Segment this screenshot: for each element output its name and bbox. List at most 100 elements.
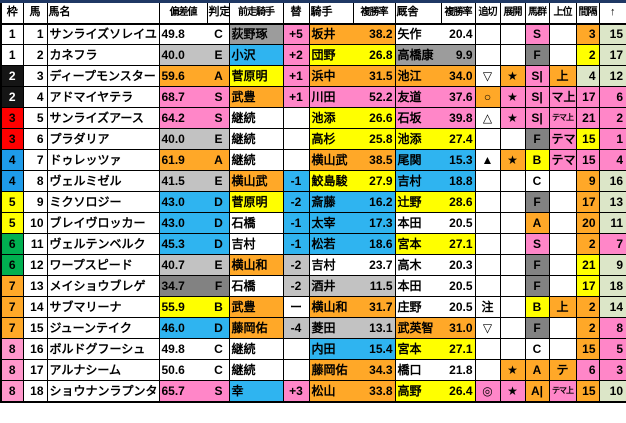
- cell-jockey-rate: 藤岡佑 34.3: [308, 359, 396, 381]
- cell-horse-number: 10: [22, 212, 48, 234]
- cell-pace-star: [499, 338, 526, 360]
- cell-up-rank: 17: [598, 44, 626, 66]
- cell-interval: 17: [575, 86, 600, 108]
- col-header-joi: 上位: [548, 1, 577, 25]
- cell-stable-rate: 高野 26.4: [394, 380, 476, 402]
- cell-upper-mark: [548, 212, 577, 234]
- cell-horse-number: 15: [22, 317, 48, 339]
- cell-interval: 6: [575, 359, 600, 381]
- cell-jockey-change: -2: [282, 275, 310, 297]
- table-row: 7 13 メイショウブレゲ 34.7 F 石橋 -2 酒井 11.5 本田 20.5 F 17 18: [0, 275, 626, 297]
- header-row: 枠馬馬名 偏差値 判定 前走騎手替騎手 複勝率 厩舎 複勝率 追切 展開 馬群 上位 間隔 ↑: [0, 1, 626, 25]
- cell-jockey-rate: 川田 52.2: [308, 86, 396, 108]
- cell-position-grade: F: [524, 275, 550, 297]
- cell-interval: 2: [575, 317, 600, 339]
- cell-prev-jockey: 菅原明: [228, 191, 284, 213]
- cell-prev-jockey: 継続: [228, 128, 284, 150]
- cell-jockey-change: +2: [282, 44, 310, 66]
- cell-frame-number: 6: [0, 233, 24, 255]
- cell-horse-name: メイショウブレゲ: [46, 275, 160, 297]
- col-header-num: 馬: [22, 1, 48, 25]
- cell-horse-name: カネフラ: [46, 44, 160, 66]
- cell-jockey-rate: 菱田 13.1: [308, 317, 396, 339]
- cell-prev-jockey: 武豊: [228, 296, 284, 318]
- cell-jockey-rate: 太宰 17.3: [308, 212, 396, 234]
- cell-horse-name: ヴェルテンベルク: [46, 233, 160, 255]
- cell-workout-mark: [474, 23, 501, 45]
- cell-rating: 49.8 C: [158, 338, 230, 360]
- cell-interval: 15: [575, 149, 600, 171]
- cell-jockey-change: +5: [282, 23, 310, 45]
- cell-up-rank: 18: [598, 275, 626, 297]
- cell-prev-jockey: 小沢: [228, 44, 284, 66]
- cell-workout-mark: [474, 44, 501, 66]
- cell-up-rank: 9: [598, 254, 626, 276]
- cell-pace-star: [499, 233, 526, 255]
- cell-upper-mark: [548, 317, 577, 339]
- cell-prev-jockey: 継続: [228, 338, 284, 360]
- cell-frame-number: 7: [0, 317, 24, 339]
- cell-horse-number: 14: [22, 296, 48, 318]
- cell-pace-star: ★: [499, 359, 526, 381]
- cell-upper-mark: [548, 338, 577, 360]
- cell-interval: 20: [575, 212, 600, 234]
- col-header-oikiri: 追切: [474, 1, 501, 25]
- cell-jockey-change: +1: [282, 86, 310, 108]
- cell-upper-mark: [548, 254, 577, 276]
- cell-horse-number: 18: [22, 380, 48, 402]
- cell-interval: 15: [575, 380, 600, 402]
- cell-upper-mark: [548, 191, 577, 213]
- cell-prev-jockey: 菅原明: [228, 65, 284, 87]
- cell-prev-jockey: 継続: [228, 107, 284, 129]
- cell-horse-name: サブマリーナ: [46, 296, 160, 318]
- cell-up-rank: 12: [598, 65, 626, 87]
- cell-stable-rate: 池添 27.4: [394, 128, 476, 150]
- cell-pace-star: [499, 23, 526, 45]
- cell-pace-star: ★: [499, 149, 526, 171]
- cell-position-grade: C: [524, 338, 550, 360]
- cell-interval: 15: [575, 338, 600, 360]
- cell-pace-star: [499, 275, 526, 297]
- table-row: 5 10 ブレイヴロッカー 43.0 D 石橋 -1 太宰 17.3 本田 20.5 A 20 11: [0, 212, 626, 234]
- cell-jockey-change: [282, 359, 310, 381]
- cell-position-grade: S: [524, 233, 550, 255]
- table-row: 8 18 ショウナンラプンタ 65.7 S 幸 +3 松山 33.8 高野 26.4 ◎ ★ A| テマ上 1…: [0, 380, 626, 402]
- cell-jockey-rate: 松若 18.6: [308, 233, 396, 255]
- cell-horse-number: 1: [22, 23, 48, 45]
- cell-workout-mark: ▽: [474, 317, 501, 339]
- cell-horse-name: ヴェルミゼル: [46, 170, 160, 192]
- col-header-chg: 替: [282, 1, 310, 25]
- cell-frame-number: 5: [0, 212, 24, 234]
- cell-upper-mark: [548, 23, 577, 45]
- cell-position-grade: C: [524, 170, 550, 192]
- cell-pace-star: [499, 191, 526, 213]
- cell-prev-jockey: 継続: [228, 149, 284, 171]
- cell-stable-rate: 石坂 39.8: [394, 107, 476, 129]
- cell-stable-rate: 本田 20.5: [394, 212, 476, 234]
- cell-up-rank: 13: [598, 191, 626, 213]
- cell-workout-mark: ▲: [474, 149, 501, 171]
- cell-upper-mark: 上: [548, 65, 577, 87]
- cell-jockey-change: -4: [282, 317, 310, 339]
- col-header-tenkai: 展開: [499, 1, 526, 25]
- cell-interval: 2: [575, 44, 600, 66]
- cell-horse-number: 3: [22, 65, 48, 87]
- col-header-waku: 枠: [0, 1, 24, 25]
- cell-jockey-rate: 内田 15.4: [308, 338, 396, 360]
- col-header-bagun: 馬群: [524, 1, 550, 25]
- cell-upper-mark: テマ: [548, 128, 577, 150]
- cell-jockey-rate: 酒井 11.5: [308, 275, 396, 297]
- cell-jockey-change: [282, 107, 310, 129]
- cell-stable-rate: 武英智 31.0: [394, 317, 476, 339]
- cell-workout-mark: [474, 212, 501, 234]
- col-header-jrate: 複勝率: [352, 1, 396, 25]
- cell-horse-number: 8: [22, 170, 48, 192]
- race-table: 枠馬馬名 偏差値 判定 前走騎手替騎手 複勝率 厩舎 複勝率 追切 展開 馬群 上位 間隔 ↑ 1 1 サンラ…: [0, 0, 626, 403]
- cell-prev-jockey: 横山武: [228, 170, 284, 192]
- cell-workout-mark: 注: [474, 296, 501, 318]
- cell-interval: 15: [575, 128, 600, 150]
- cell-prev-jockey: 幸: [228, 380, 284, 402]
- cell-jockey-change: -2: [282, 191, 310, 213]
- cell-up-rank: 11: [598, 212, 626, 234]
